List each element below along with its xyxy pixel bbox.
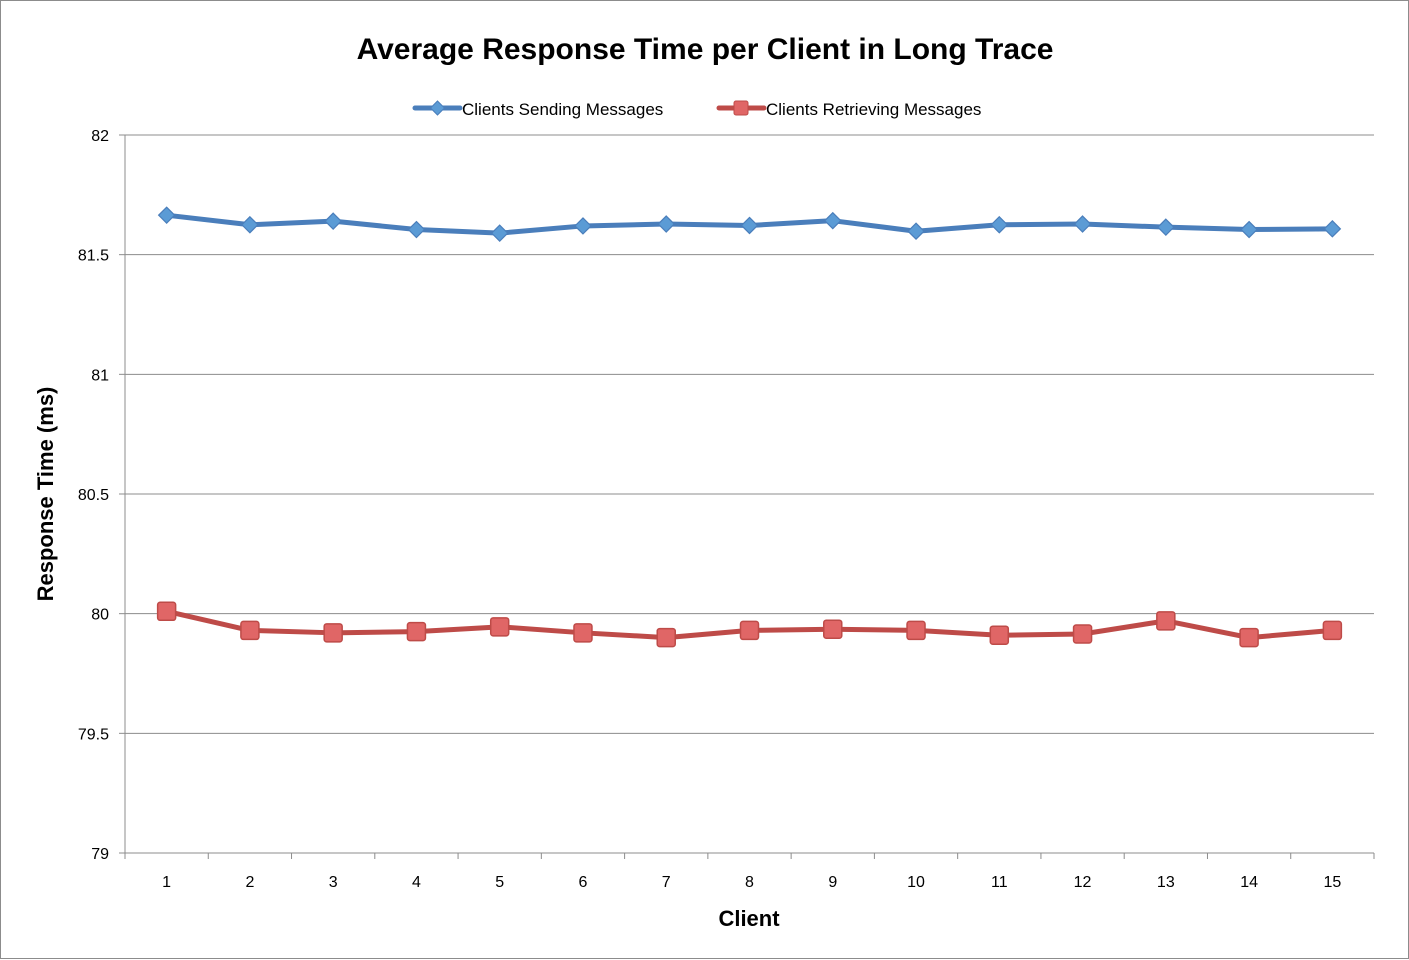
data-point-diamond xyxy=(1240,220,1258,239)
x-tick-label: 1 xyxy=(162,874,171,891)
series-layer xyxy=(156,206,1343,648)
legend-marker-square xyxy=(733,100,749,116)
x-tick-label: 9 xyxy=(828,874,837,891)
y-tick-label: 79 xyxy=(91,846,109,863)
data-point-diamond xyxy=(907,222,925,241)
data-point-square xyxy=(240,620,260,641)
data-point-square xyxy=(1072,624,1093,644)
chart-title: Average Response Time per Client in Long… xyxy=(357,33,1054,66)
data-point-diamond xyxy=(823,211,842,230)
data-point-diamond xyxy=(574,217,592,235)
x-tick-label: 5 xyxy=(495,874,504,891)
data-point-diamond xyxy=(740,216,759,235)
data-point-diamond xyxy=(1156,218,1175,236)
x-tick-label: 14 xyxy=(1240,874,1258,891)
data-point-diamond xyxy=(157,206,176,225)
data-point-square xyxy=(1239,627,1259,648)
data-point-diamond xyxy=(1323,219,1342,238)
gridlines xyxy=(125,134,1374,854)
series-sending xyxy=(157,206,1342,242)
y-tick-label: 79.5 xyxy=(78,726,109,743)
data-point-square xyxy=(656,627,676,648)
x-tick-label: 11 xyxy=(991,874,1008,891)
x-tick-label: 6 xyxy=(579,874,588,891)
legend-item-retrieving: Clients Retrieving Messages xyxy=(716,100,981,119)
x-tick-label: 12 xyxy=(1074,874,1092,891)
x-tick-label: 15 xyxy=(1323,874,1341,891)
data-point-diamond xyxy=(324,212,343,231)
y-tick-label: 80.5 xyxy=(78,487,109,504)
y-tick-label: 81 xyxy=(91,367,109,384)
data-point-square xyxy=(573,623,593,643)
data-point-diamond xyxy=(990,215,1009,234)
data-point-square xyxy=(323,623,343,643)
x-tick-label: 7 xyxy=(662,874,671,891)
y-tick-label: 80 xyxy=(91,607,109,624)
legend-label-retrieving: Clients Retrieving Messages xyxy=(766,100,981,119)
data-point-square xyxy=(1322,620,1343,641)
legend: Clients Sending Messages Clients Retriev… xyxy=(412,100,981,119)
x-axis-ticks: 1 2 3 4 5 6 7 8 9 10 11 12 13 14 15 xyxy=(124,853,1375,891)
legend-marker-diamond xyxy=(429,100,446,116)
x-tick-label: 10 xyxy=(907,874,925,891)
y-tick-label: 81.5 xyxy=(78,248,109,265)
data-point-diamond xyxy=(407,220,426,239)
data-point-diamond xyxy=(1073,215,1092,233)
data-point-square xyxy=(823,619,843,639)
series-retrieving xyxy=(156,601,1343,648)
data-point-square xyxy=(906,620,926,641)
data-point-square xyxy=(1156,611,1176,631)
x-axis-title: Client xyxy=(718,906,780,931)
data-point-square xyxy=(489,617,510,637)
data-point-diamond xyxy=(657,215,676,233)
x-tick-label: 8 xyxy=(745,874,754,891)
y-axis-title: Response Time (ms) xyxy=(33,387,58,602)
legend-label-sending: Clients Sending Messages xyxy=(462,100,663,119)
data-point-square xyxy=(989,625,1010,645)
y-axis-ticks: 79 79.5 80 80.5 81 81.5 82 xyxy=(78,128,125,863)
x-tick-label: 2 xyxy=(245,874,254,891)
data-point-square xyxy=(156,601,177,622)
data-point-diamond xyxy=(241,215,259,234)
data-point-square xyxy=(406,621,427,642)
legend-item-sending: Clients Sending Messages xyxy=(412,100,663,119)
data-point-diamond xyxy=(490,224,509,242)
data-point-square xyxy=(739,620,760,641)
x-tick-label: 4 xyxy=(412,874,421,891)
y-tick-label: 82 xyxy=(91,128,109,145)
x-tick-label: 3 xyxy=(329,874,338,891)
x-tick-label: 13 xyxy=(1157,874,1175,891)
